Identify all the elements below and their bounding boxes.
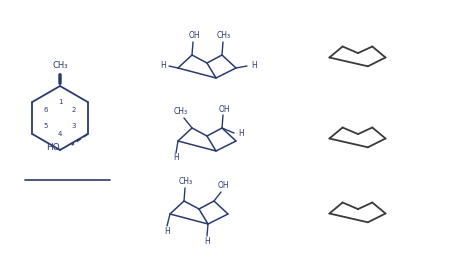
- Text: CH₃: CH₃: [217, 31, 231, 40]
- Text: OH: OH: [188, 31, 200, 40]
- Text: H: H: [164, 227, 170, 235]
- Text: CH₃: CH₃: [179, 177, 193, 186]
- Text: 3: 3: [72, 123, 76, 129]
- Text: 2: 2: [72, 107, 76, 113]
- Text: OH: OH: [217, 181, 229, 190]
- Text: HO: HO: [46, 143, 60, 152]
- Text: 1: 1: [58, 99, 62, 105]
- Text: 4: 4: [58, 131, 62, 137]
- Text: H: H: [160, 61, 166, 70]
- Text: CH₃: CH₃: [174, 107, 188, 117]
- Text: OH: OH: [218, 105, 230, 114]
- Text: CH₃: CH₃: [52, 61, 68, 70]
- Text: H: H: [173, 153, 179, 163]
- Text: 6: 6: [44, 107, 48, 113]
- Text: H: H: [251, 61, 257, 70]
- Text: H: H: [238, 128, 244, 138]
- Text: 5: 5: [44, 123, 48, 129]
- Text: H: H: [204, 236, 210, 246]
